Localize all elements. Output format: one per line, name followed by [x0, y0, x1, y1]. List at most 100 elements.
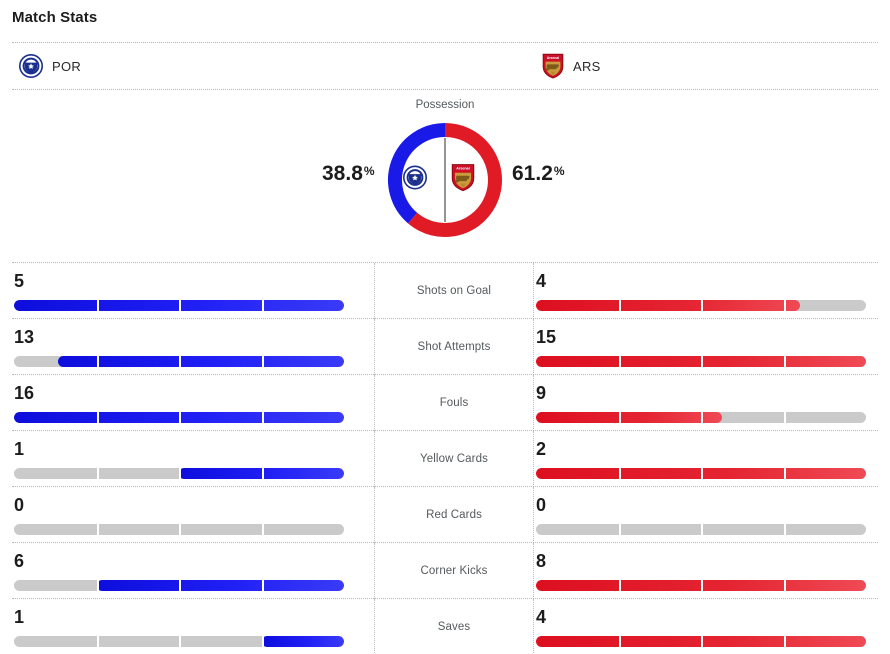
bar-segment-dividers	[14, 524, 344, 535]
stat-bar-away	[536, 524, 866, 535]
stat-value-away: 9	[536, 383, 547, 403]
stat-row: 6 Corner Kicks 8	[12, 542, 878, 599]
stat-side-home: 0	[12, 487, 356, 543]
stat-bar-fill-home	[96, 580, 344, 591]
stat-side-home: 1	[12, 431, 356, 487]
stat-row: 16 Fouls 9	[12, 374, 878, 431]
stat-bar-away	[536, 356, 866, 367]
stat-bar-fill-away	[536, 300, 800, 311]
stat-value-away: 8	[536, 551, 547, 571]
donut-arsenal-crest-icon: Arsenal	[451, 163, 475, 197]
stat-value-home: 13	[14, 327, 35, 347]
stat-value-home: 1	[14, 439, 25, 459]
stat-bar-home	[14, 524, 344, 535]
svg-text:Arsenal: Arsenal	[547, 56, 559, 60]
possession-donut-chart: Arsenal	[381, 116, 509, 244]
stat-label: Corner Kicks	[420, 565, 488, 577]
stat-row: 13 Shot Attempts 15	[12, 318, 878, 375]
stat-bar-away	[536, 580, 866, 591]
stat-value-away: 0	[536, 495, 547, 515]
portsmouth-crest-icon	[19, 54, 43, 78]
stat-row: 0 Red Cards 0	[12, 486, 878, 543]
stat-label-cell: Corner Kicks	[374, 543, 534, 599]
stat-bar-home	[14, 300, 344, 311]
arsenal-crest-icon: Arsenal	[542, 53, 564, 79]
stat-bar-fill-away	[536, 468, 866, 479]
stat-value-home: 5	[14, 271, 25, 291]
stat-label-cell: Shot Attempts	[374, 319, 534, 375]
team-header: POR Arsenal ARS	[12, 42, 878, 90]
stat-bar-fill-away	[536, 356, 866, 367]
stat-bar-fill-home	[179, 468, 344, 479]
possession-label: Possession	[415, 99, 475, 111]
stat-value-away: 15	[536, 327, 557, 347]
stat-bar-fill-home	[261, 636, 344, 647]
possession-away-value: 61.2%	[512, 162, 565, 186]
stat-label-cell: Saves	[374, 599, 534, 654]
stat-bar-home	[14, 636, 344, 647]
stat-bar-fill-home	[14, 300, 344, 311]
stat-label-cell: Yellow Cards	[374, 431, 534, 487]
percent-sign-away: %	[553, 164, 565, 178]
percent-sign-home: %	[363, 164, 375, 178]
stat-bar-fill-home	[14, 412, 344, 423]
stat-row: 1 Yellow Cards 2	[12, 430, 878, 487]
stat-label: Red Cards	[426, 509, 482, 521]
stat-side-away: 4	[534, 599, 878, 654]
stat-side-away: 2	[534, 431, 878, 487]
stat-value-away: 4	[536, 271, 547, 291]
stat-bar-home	[14, 468, 344, 479]
stat-bar-home	[14, 580, 344, 591]
donut-slice-por	[388, 123, 446, 224]
team-home: POR	[19, 43, 81, 89]
stat-bar-fill-away	[536, 636, 866, 647]
stat-label-cell: Fouls	[374, 375, 534, 431]
stat-bar-home	[14, 356, 344, 367]
stat-bar-away	[536, 636, 866, 647]
stat-label: Fouls	[439, 397, 469, 409]
stat-bar-away	[536, 300, 866, 311]
possession-section: Possession 38.8% 61.2%	[0, 90, 890, 262]
stat-bar-home	[14, 412, 344, 423]
stats-table: 5 Shots on Goal 4 13 Shot Attempts 15 16 Fouls 9…	[12, 262, 878, 654]
stat-row: 5 Shots on Goal 4	[12, 262, 878, 319]
stat-side-away: 0	[534, 487, 878, 543]
possession-home-number: 38.8	[322, 162, 363, 185]
stat-bar-away	[536, 412, 866, 423]
donut-slice-ars	[408, 123, 502, 237]
stat-bar-fill-away	[536, 412, 722, 423]
stat-side-away: 4	[534, 263, 878, 319]
stat-side-home: 6	[12, 543, 356, 599]
bar-segment-dividers	[536, 524, 866, 535]
possession-home-value: 38.8%	[322, 162, 375, 186]
stat-value-home: 0	[14, 495, 25, 515]
stat-label: Saves	[437, 621, 471, 633]
page-title: Match Stats	[12, 9, 98, 26]
stat-value-away: 4	[536, 607, 547, 627]
stat-side-away: 8	[534, 543, 878, 599]
stat-side-home: 16	[12, 375, 356, 431]
stat-side-away: 15	[534, 319, 878, 375]
team-away: Arsenal ARS	[542, 43, 601, 89]
svg-text:Arsenal: Arsenal	[456, 167, 470, 171]
stat-label: Yellow Cards	[420, 453, 488, 465]
team-home-abbr: POR	[52, 58, 82, 74]
stat-side-home: 5	[12, 263, 356, 319]
stat-value-away: 2	[536, 439, 547, 459]
stat-bar-fill-home	[57, 356, 344, 367]
stat-label-cell: Shots on Goal	[374, 263, 534, 319]
stat-side-away: 9	[534, 375, 878, 431]
stat-side-home: 13	[12, 319, 356, 375]
stat-value-home: 1	[14, 607, 25, 627]
team-away-abbr: ARS	[573, 58, 601, 74]
stat-label: Shots on Goal	[416, 285, 492, 297]
stat-label: Shot Attempts	[417, 341, 491, 353]
stat-bar-away	[536, 468, 866, 479]
stat-side-home: 1	[12, 599, 356, 654]
stat-bar-fill-away	[536, 580, 866, 591]
stat-label-cell: Red Cards	[374, 487, 534, 543]
stat-value-home: 16	[14, 383, 35, 403]
possession-away-number: 61.2	[512, 162, 553, 185]
stat-value-home: 6	[14, 551, 25, 571]
